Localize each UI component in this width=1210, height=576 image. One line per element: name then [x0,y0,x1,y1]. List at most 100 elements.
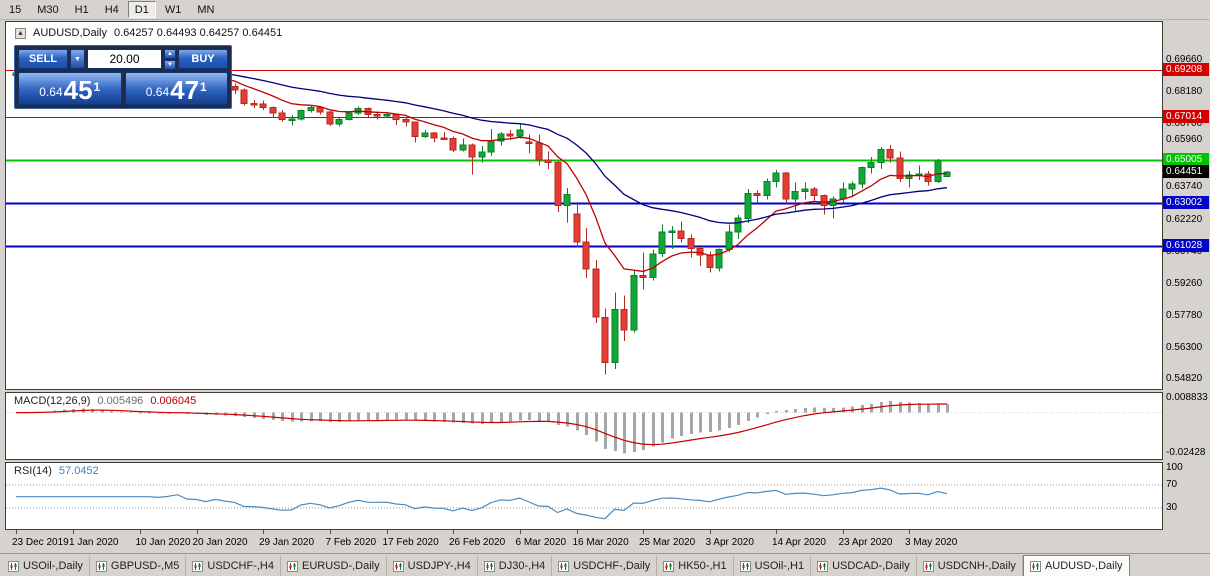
chart-tab-usdcnh-daily[interactable]: USDCNH-,Daily [917,556,1023,576]
chart-tab-label: EURUSD-,Daily [302,560,380,572]
sell-button[interactable]: SELL [18,49,68,69]
chart-tab-usoil-daily[interactable]: USOil-,Daily [2,556,90,576]
current-price-badge: 0.64451 [1163,165,1209,179]
volume-increase-button[interactable]: ▲ [164,49,176,59]
price-axis-label: 0.62220 [1166,214,1203,226]
chart-tab-icon [287,560,298,572]
chart-tab-label: HK50-,H1 [678,560,727,572]
chart-tab-icon [1029,560,1041,572]
sell-price-prefix: 0.64 [39,85,63,99]
chart-tab-label: GBPUSD-,M5 [110,560,180,572]
date-tick [139,530,141,534]
timeframe-button-d1[interactable]: D1 [127,1,156,18]
buy-price-pipette: 1 [200,80,207,94]
price-axis-label: 0.63740 [1166,181,1203,193]
timeframe-button-15[interactable]: 15 [2,1,28,18]
buy-button[interactable]: BUY [178,49,228,69]
price-axis-label: 0.66700 [1166,117,1203,129]
date-label: 25 Mar 2020 [639,537,696,548]
timeframe-button-h4[interactable]: H4 [98,1,126,18]
price-chart-canvas[interactable] [6,22,1162,389]
timeframe-button-w1[interactable]: W1 [158,1,189,18]
price-chart-panel[interactable]: ▲ AUDUSD,Daily 0.64257 0.64493 0.64257 0… [5,21,1163,390]
chart-tab-usdchf-daily[interactable]: USDCHF-,Daily [552,556,658,576]
timeframe-button-m30[interactable]: M30 [30,1,65,18]
chart-tab-icon [739,560,751,572]
macd-signal-line [16,403,947,446]
volume-input[interactable] [87,49,162,69]
chart-tab-icon [922,560,934,572]
date-label: 7 Feb 2020 [325,537,377,548]
rsi-axis-label: 70 [1166,479,1178,491]
price-level-badge: 0.65005 [1163,153,1209,167]
chart-tab-label: DJ30-,H4 [498,560,546,572]
date-tick [196,530,198,534]
chart-tab-gbpusd-m5[interactable]: GBPUSD-,M5 [90,556,187,576]
chart-tab-label: USDJPY-,H4 [407,560,471,572]
price-axis-label: 0.56300 [1166,341,1203,353]
date-label: 26 Feb 2020 [449,537,506,548]
chart-tab-usdchf-h4[interactable]: USDCHF-,H4 [186,556,281,576]
buy-price-display[interactable]: 0.64 47 1 [124,72,228,105]
chart-tab-usdjpy-h4[interactable]: USDJPY-,H4 [387,556,478,576]
date-label: 23 Dec 2019 [12,537,69,548]
date-label: 23 Apr 2020 [838,537,893,548]
price-axis-label: 0.65960 [1166,133,1203,145]
chart-tab-hk50-h1[interactable]: HK50-,H1 [657,556,734,576]
chart-tab-usdcad-daily[interactable]: USDCAD-,Daily [811,556,917,576]
chart-tab-usoil-h1[interactable]: USOil-,H1 [734,556,812,576]
date-tick [519,530,521,534]
sell-price-big: 45 [63,75,93,105]
price-level-badge: 0.69208 [1163,62,1209,76]
date-label: 17 Feb 2020 [382,537,439,548]
macd-main-value: 0.005496 [97,395,144,407]
chart-tab-icon [392,560,404,572]
price-level-badge: 0.61028 [1163,238,1209,252]
chart-tab-icon [663,560,675,572]
timeframe-button-mn[interactable]: MN [190,1,221,18]
macd-panel[interactable]: MACD(12,26,9) 0.005496 0.006045 [5,392,1163,460]
timeframe-button-h1[interactable]: H1 [68,1,96,18]
macd-signal-value: 0.006045 [150,395,197,407]
price-axis-label: 0.54820 [1166,373,1203,385]
date-axis[interactable]: 23 Dec 2019 1 Jan 2020 10 Jan 2020 20 Jan 2… [5,530,1163,553]
macd-histogram [25,401,949,454]
volume-decrease-button[interactable]: ▼ [164,60,176,70]
macd-axis-label: 0.008833 [1166,391,1208,403]
one-click-toggle-icon[interactable]: ▲ [15,27,26,39]
rsi-canvas[interactable] [6,463,1162,529]
chart-header: ▲ AUDUSD,Daily 0.64257 0.64493 0.64257 0… [15,27,282,39]
chart-tab-icon [817,560,829,572]
date-tick [776,530,777,534]
rsi-panel[interactable]: RSI(14) 57.0452 [5,462,1163,530]
chart-tab-audusd-daily[interactable]: AUDUSD-,Daily [1022,555,1130,576]
macd-canvas[interactable] [6,393,1162,459]
date-tick [842,530,844,534]
volume-spinner: ▲ ▼ [164,49,176,70]
date-tick [709,530,711,534]
chart-tab-label: USDCHF-,H4 [207,560,274,572]
date-label: 3 May 2020 [905,537,958,548]
chart-tab-eurusd-daily[interactable]: EURUSD-,Daily [281,556,387,576]
price-axis[interactable]: 0.69660 0.68180 0.66700 0.65960 0.63740 0.622… [1163,0,1210,576]
chart-tab-label: USOil-,Daily [23,560,83,572]
chart-tab-label: USOil-,H1 [754,560,805,572]
sell-price-display[interactable]: 0.64 45 1 [18,72,122,105]
date-label: 20 Jan 2020 [192,537,248,548]
price-axis-label: 0.57780 [1166,309,1203,321]
chart-tab-icon [558,560,570,572]
chart-tab-icon [483,560,495,572]
buy-price-big: 47 [170,75,200,105]
chart-tab-dj30-h4[interactable]: DJ30-,H4 [478,556,553,576]
macd-header: MACD(12,26,9) 0.005496 0.006045 [14,395,196,407]
date-label: 14 Apr 2020 [772,537,826,548]
price-axis-label: 0.69660 [1166,54,1203,66]
date-label: 1 Jan 2020 [69,537,119,548]
date-tick [909,530,910,534]
price-axis-label: 0.68180 [1166,85,1203,97]
volume-preset-dropdown[interactable]: ▼ [70,49,85,69]
macd-name: MACD(12,26,9) [14,395,91,407]
date-tick [329,530,331,534]
